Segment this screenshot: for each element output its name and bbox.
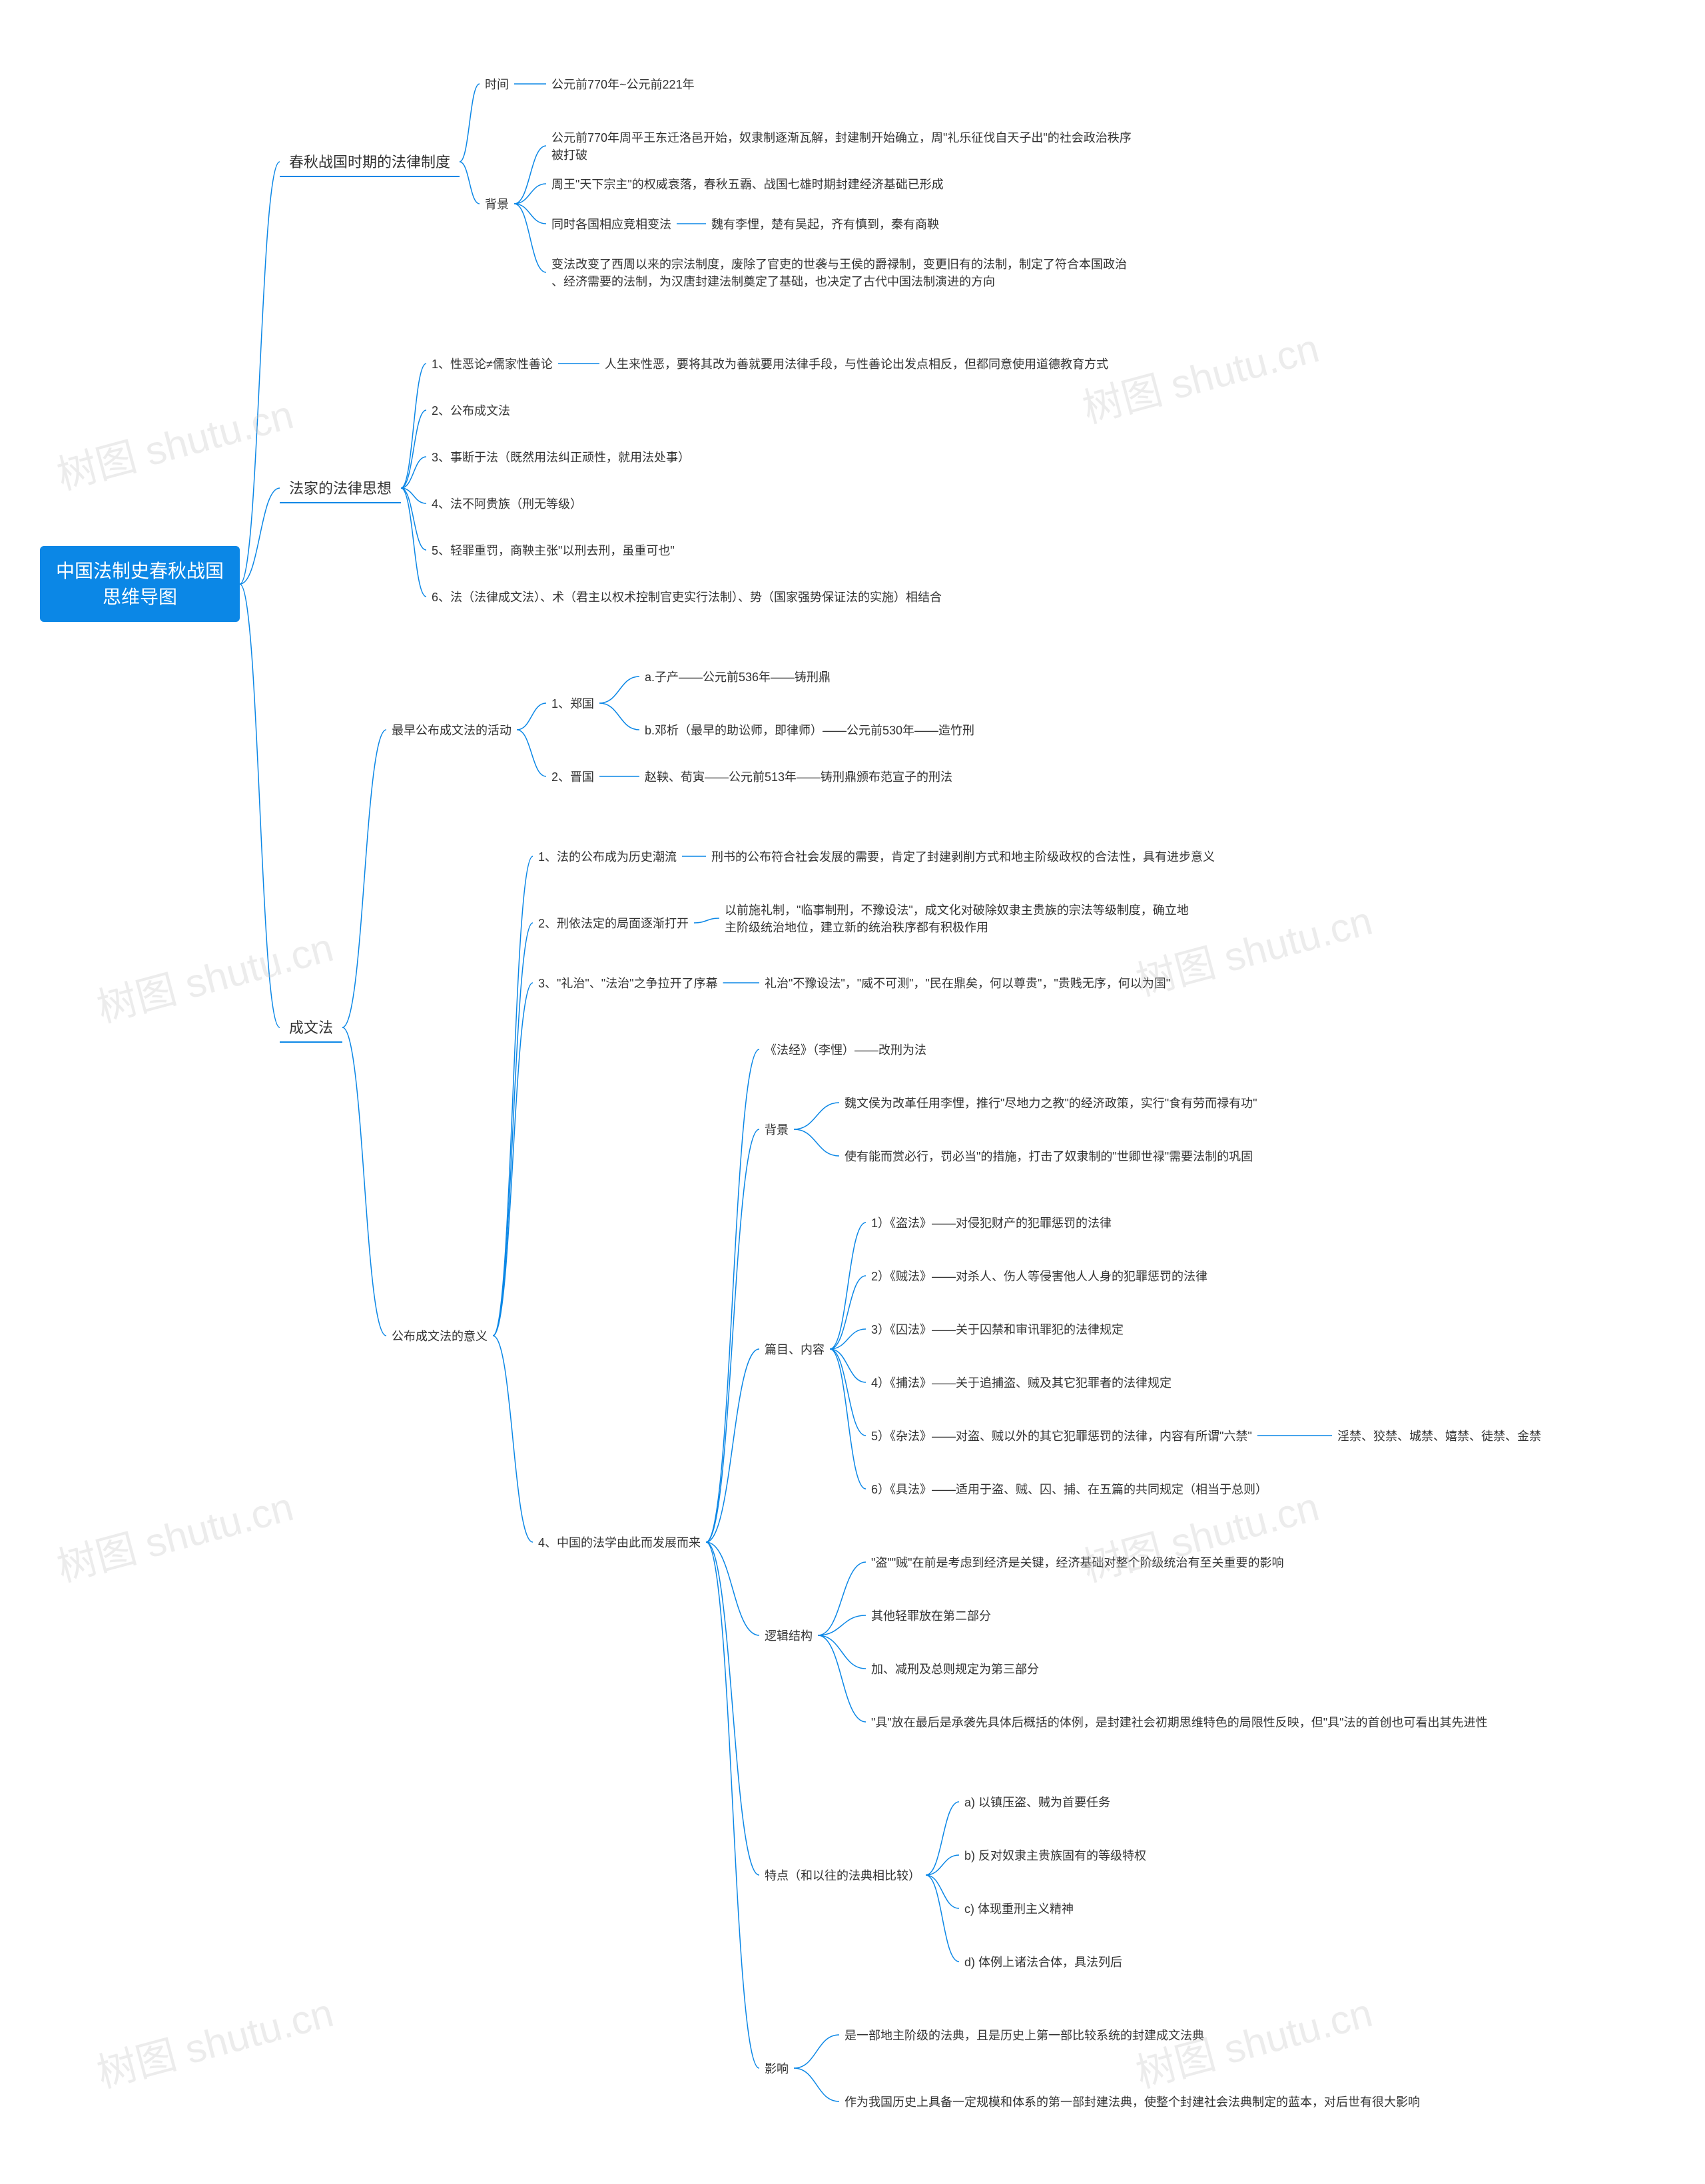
watermark: 树图 shutu.cn: [90, 1980, 339, 2099]
watermark: 树图 shutu.cn: [50, 1474, 299, 1593]
mindmap-node: 背景: [480, 193, 514, 214]
mindmap-node: 人生来性恶，要将其改为善就要用法律手段，与性善论出发点相反，但都同意使用道德教育…: [599, 353, 1114, 374]
mindmap-node: 5）《杂法》——对盗、贼以外的其它犯罪惩罚的法律，内容有所谓"六禁": [866, 1425, 1257, 1446]
mindmap-node: 4）《捕法》——关于追捕盗、贼及其它犯罪者的法律规定: [866, 1372, 1177, 1393]
mindmap-node: 2、刑依法定的局面逐渐打开: [533, 912, 694, 934]
mindmap-node: 逻辑结构: [759, 1625, 818, 1646]
mindmap-node: 赵鞅、荀寅——公元前513年——铸刑鼎颁布范宣子的刑法: [639, 766, 958, 787]
mindmap-node: 淫禁、狡禁、城禁、嬉禁、徒禁、金禁: [1332, 1425, 1546, 1446]
mindmap-node: 1、法的公布成为历史潮流: [533, 846, 682, 867]
mindmap-node: b.邓析（最早的助讼师，即律师）——公元前530年——造竹刑: [639, 719, 980, 740]
mindmap-node: 同时各国相应竞相变法: [546, 213, 677, 234]
mindmap-node: "具"放在最后是承袭先具体后概括的体例，是封建社会初期思维特色的局限性反映，但"…: [866, 1711, 1493, 1733]
mindmap-node: 1）《盗法》——对侵犯财产的犯罪惩罚的法律: [866, 1212, 1117, 1233]
mindmap-node: d) 体例上诸法合体，具法列后: [959, 1951, 1128, 1972]
mindmap-node: 最早公布成文法的活动: [386, 719, 517, 740]
mindmap-node: 2）《贼法》——对杀人、伤人等侵害他人人身的犯罪惩罚的法律: [866, 1265, 1213, 1286]
mindmap-node: 是一部地主阶级的法典，且是历史上第一部比较系统的封建成文法典: [839, 2024, 1209, 2046]
mindmap-node: 篇目、内容: [759, 1338, 830, 1360]
mindmap-node: 《法经》（李悝）——改刑为法: [759, 1039, 932, 1060]
mindmap-node: 加、减刑及总则规定为第三部分: [866, 1658, 1044, 1679]
mindmap-node: c) 体现重刑主义精神: [959, 1898, 1079, 1919]
mindmap-node: 5、轻罪重罚，商鞅主张"以刑去刑，虽重可也": [426, 539, 680, 561]
mindmap-node: 成文法: [280, 1012, 342, 1043]
mindmap-node: 周王"天下宗主"的权威衰落，春秋五霸、战国七雄时期封建经济基础已形成: [546, 173, 949, 194]
mindmap-node: a.子产——公元前536年——铸刑鼎: [639, 666, 836, 687]
mindmap-node: 4、法不阿贵族（刑无等级）: [426, 493, 587, 514]
mindmap-node: "盗""贼"在前是考虑到经济是关键，经济基础对整个阶级统治有至关重要的影响: [866, 1551, 1289, 1573]
mindmap-node: 其他轻罪放在第二部分: [866, 1605, 996, 1626]
mindmap-node: a) 以镇压盗、贼为首要任务: [959, 1791, 1116, 1812]
mindmap-node: b) 反对奴隶主贵族固有的等级特权: [959, 1844, 1152, 1866]
mindmap-node: 刑书的公布符合社会发展的需要，肯定了封建剥削方式和地主阶级政权的合法性，具有进步…: [706, 846, 1220, 867]
mindmap-node: 3、"礼治"、"法治"之争拉开了序幕: [533, 972, 723, 993]
mindmap-node: 影响: [759, 2057, 794, 2079]
mindmap-node: 以前施礼制，"临事制刑，不豫设法"，成文化对破除奴隶主贵族的宗法等级制度，确立地…: [719, 899, 1319, 938]
mindmap-node: 2、公布成文法: [426, 400, 515, 421]
watermark: 树图 shutu.cn: [50, 382, 299, 501]
mindmap-node: 4、中国的法学由此而发展而来: [533, 1531, 706, 1553]
mindmap-node: 公元前770年周平王东迁洛邑开始，奴隶制逐渐瓦解，封建制开始确立，周"礼乐征伐自…: [546, 127, 1146, 165]
mindmap-node: 1、郑国: [546, 692, 599, 714]
watermark: 树图 shutu.cn: [1076, 316, 1325, 434]
mindmap-node: 2、晋国: [546, 766, 599, 787]
mindmap-node: 1、性恶论≠儒家性善论: [426, 353, 558, 374]
mindmap-node: 魏文侯为改革任用李悝，推行"尽地力之教"的经济政策，实行"食有劳而禄有功": [839, 1092, 1263, 1113]
mindmap-node: 6）《具法》——适用于盗、贼、囚、捕、在五篇的共同规定（相当于总则）: [866, 1478, 1273, 1500]
mindmap-node: 特点（和以往的法典相比较）: [759, 1864, 926, 1886]
root-node: 中国法制史春秋战国思维导图: [40, 546, 240, 622]
mindmap-node: 背景: [759, 1119, 794, 1140]
mindmap-node: 变法改变了西周以来的宗法制度，废除了官吏的世袭与王侯的爵禄制，变更旧有的法制，制…: [546, 253, 1146, 292]
mindmap-node: 6、法（法律成文法）、术（君主以权术控制官吏实行法制）、势（国家强势保证法的实施…: [426, 586, 947, 607]
mindmap-node: 时间: [480, 73, 514, 95]
mindmap-node: 3）《囚法》——关于囚禁和审讯罪犯的法律规定: [866, 1318, 1129, 1340]
mindmap-node: 礼治"不豫设法"，"威不可测"，"民在鼎矣，何以尊贵"，"贵贱无序，何以为国": [759, 972, 1176, 993]
mindmap-node: 公元前770年~公元前221年: [546, 73, 700, 95]
mindmap-node: 魏有李悝，楚有吴起，齐有慎到，秦有商鞅: [706, 213, 944, 234]
mindmap-node: 公布成文法的意义: [386, 1325, 493, 1346]
mindmap-node: 使有能而赏必行，罚必当"的措施，打击了奴隶制的"世卿世禄"需要法制的巩固: [839, 1145, 1258, 1167]
mindmap-node: 3、事断于法（既然用法纠正顽性，就用法处事）: [426, 446, 695, 467]
mindmap-node: 作为我国历史上具备一定规模和体系的第一部封建法典，使整个封建社会法典制定的蓝本，…: [839, 2091, 1425, 2112]
mindmap-node: 法家的法律思想: [280, 473, 401, 503]
mindmap-node: 春秋战国时期的法律制度: [280, 146, 460, 177]
